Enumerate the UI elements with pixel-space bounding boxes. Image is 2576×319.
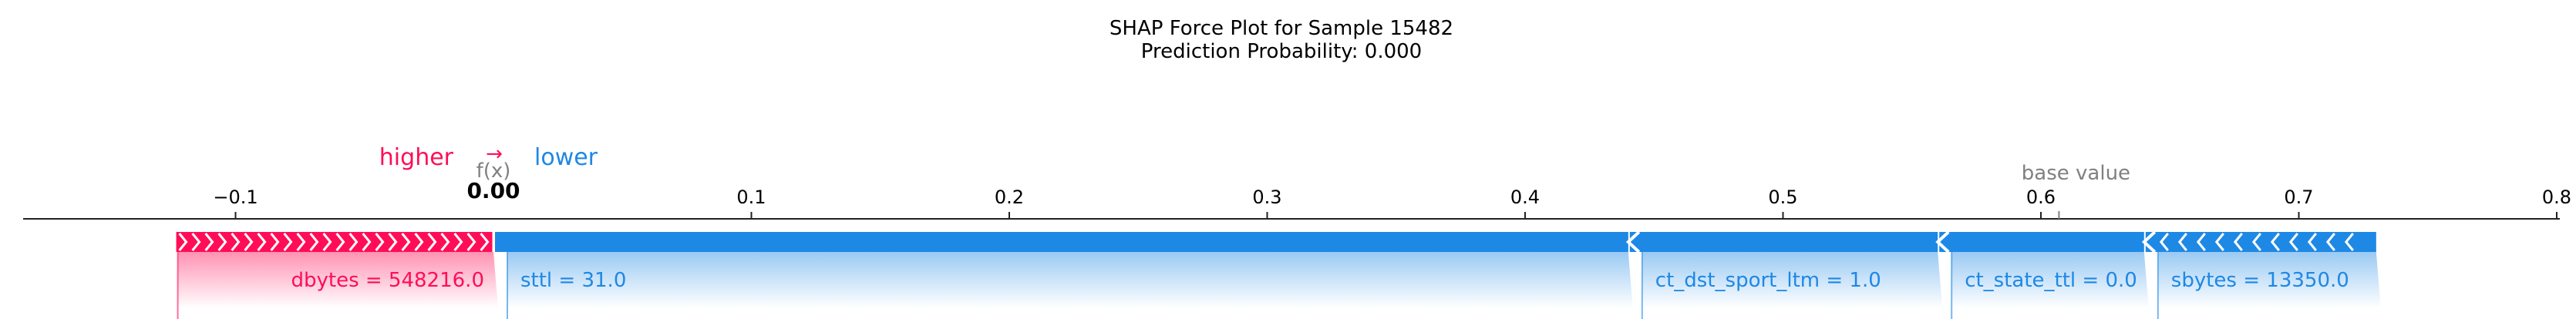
negative-chevron bbox=[2307, 233, 2317, 251]
feature-bands bbox=[177, 252, 2381, 319]
negative-chevron bbox=[1935, 230, 1950, 254]
positive-chevron bbox=[270, 233, 280, 251]
positive-chevron bbox=[401, 233, 411, 251]
positive-chevron bbox=[414, 233, 424, 251]
negative-chevron bbox=[2159, 233, 2169, 251]
feature-bars bbox=[176, 232, 2376, 252]
feature-labels: dbytes = 548216.0 sttl = 31.0 ct_dst_sport… bbox=[291, 269, 2349, 292]
x-tick-label: 0.8 bbox=[2542, 186, 2571, 208]
positive-chevron bbox=[309, 233, 319, 251]
negative-bar bbox=[1939, 232, 2144, 252]
positive-chevron bbox=[204, 233, 214, 251]
negative-chevron bbox=[2270, 233, 2280, 251]
chart-subtitle: Prediction Probability: 0.000 bbox=[1141, 40, 1422, 63]
negative-chevron bbox=[2233, 233, 2243, 251]
feature-label: ct_state_ttl = 0.0 bbox=[1965, 269, 2137, 292]
feature-chevrons bbox=[178, 230, 2354, 254]
positive-chevron bbox=[375, 233, 385, 251]
feature-band bbox=[507, 252, 1633, 308]
positive-chevron bbox=[283, 233, 293, 251]
feature-band bbox=[1951, 252, 2149, 308]
negative-chevron bbox=[1625, 230, 1641, 254]
x-tick-label: −0.1 bbox=[213, 186, 258, 208]
x-axis: −0.1 0.1 0.2 0.3 0.4 0.5 0.6 0.7 0.8 bbox=[23, 186, 2571, 220]
legend-lower: lower bbox=[534, 144, 598, 171]
negative-bar bbox=[1629, 232, 1938, 252]
positive-chevron bbox=[257, 233, 267, 251]
negative-chevron bbox=[2177, 233, 2187, 251]
negative-bar bbox=[495, 232, 1628, 252]
positive-chevron bbox=[322, 233, 332, 251]
positive-chevron bbox=[480, 233, 490, 251]
base-value-label: base value bbox=[2022, 162, 2130, 185]
x-tick-label: 0.2 bbox=[995, 186, 1024, 208]
legend-higher: higher bbox=[379, 144, 454, 171]
feature-label: dbytes = 548216.0 bbox=[291, 269, 484, 292]
x-tick-label: 0.1 bbox=[736, 186, 766, 208]
negative-chevron bbox=[2251, 233, 2261, 251]
positive-chevron bbox=[388, 233, 398, 251]
positive-chevron bbox=[335, 233, 345, 251]
x-tick-label: 0.4 bbox=[1510, 186, 1540, 208]
feature-label: ct_dst_sport_ltm = 1.0 bbox=[1655, 269, 1881, 292]
positive-chevron bbox=[217, 233, 227, 251]
positive-chevron bbox=[440, 233, 450, 251]
chart-title: SHAP Force Plot for Sample 15482 bbox=[1110, 17, 1453, 40]
feature-label: sbytes = 13350.0 bbox=[2171, 269, 2349, 292]
positive-bar bbox=[176, 232, 493, 252]
positive-chevron bbox=[466, 233, 476, 251]
positive-chevron bbox=[296, 233, 306, 251]
negative-chevron bbox=[2141, 230, 2157, 254]
positive-chevron bbox=[191, 233, 201, 251]
feature-band bbox=[177, 252, 498, 308]
x-tick-label: 0.3 bbox=[1252, 186, 1281, 208]
positive-chevron bbox=[178, 233, 188, 251]
negative-chevron bbox=[2196, 233, 2206, 251]
x-tick-label: 0.6 bbox=[2026, 186, 2056, 208]
feature-band bbox=[2157, 252, 2381, 308]
x-tick-label: 0.7 bbox=[2284, 186, 2313, 208]
fx-label: f(x) bbox=[476, 160, 511, 183]
negative-chevron bbox=[2214, 233, 2224, 251]
fx-value: 0.00 bbox=[466, 178, 520, 203]
legend-arrow-icon: → bbox=[486, 143, 503, 166]
positive-chevron bbox=[231, 233, 241, 251]
positive-chevron bbox=[427, 233, 437, 251]
feature-band bbox=[1642, 252, 1943, 308]
positive-chevron bbox=[453, 233, 463, 251]
x-tick-label: 0.5 bbox=[1768, 186, 1797, 208]
positive-chevron bbox=[362, 233, 372, 251]
feature-label: sttl = 31.0 bbox=[520, 269, 626, 292]
negative-chevron bbox=[2344, 233, 2354, 251]
negative-chevron bbox=[2325, 233, 2335, 251]
negative-chevron bbox=[2288, 233, 2298, 251]
positive-chevron bbox=[349, 233, 359, 251]
positive-chevron bbox=[244, 233, 254, 251]
